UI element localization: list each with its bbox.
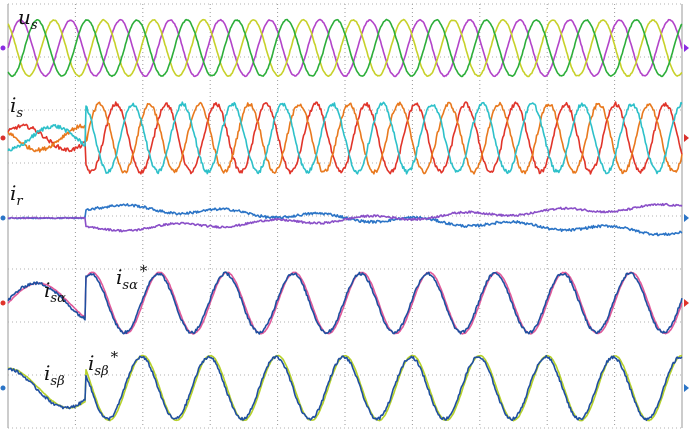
label-layer: us is ir isα isα* isβ isβ* bbox=[10, 5, 148, 389]
label-isa: isα bbox=[44, 278, 66, 306]
trace-isb-0 bbox=[7, 354, 683, 422]
label-ir: ir bbox=[10, 181, 23, 209]
channel-marker-left bbox=[0, 135, 6, 141]
trace-isa-1 bbox=[7, 271, 683, 335]
trace-ir-1 bbox=[7, 202, 683, 233]
trace-layer bbox=[7, 18, 683, 422]
label-us: us bbox=[18, 5, 38, 33]
channel-marker-left bbox=[0, 385, 6, 391]
trace-is-0 bbox=[7, 101, 683, 175]
label-isb: isβ bbox=[44, 361, 65, 389]
channel-markers bbox=[0, 44, 689, 392]
channel-marker-right bbox=[684, 44, 689, 52]
trace-isb-1 bbox=[7, 354, 683, 422]
trace-us-0 bbox=[7, 18, 683, 78]
channel-marker-right bbox=[684, 384, 689, 392]
ref-label-isa: isα* bbox=[116, 262, 148, 293]
channel-marker-left bbox=[0, 215, 6, 221]
channel-marker-right bbox=[684, 299, 689, 307]
trace-us-2 bbox=[7, 18, 683, 78]
channel-marker-right bbox=[684, 134, 689, 142]
label-is: is bbox=[10, 93, 23, 121]
channel-marker-left bbox=[0, 300, 6, 306]
channel-marker-left bbox=[0, 45, 6, 51]
trace-is-1 bbox=[7, 101, 683, 175]
channel-marker-right bbox=[684, 214, 689, 222]
ref-label-isb: isβ* bbox=[88, 348, 119, 379]
plot-grid bbox=[7, 3, 683, 429]
trace-is-2 bbox=[7, 101, 683, 175]
